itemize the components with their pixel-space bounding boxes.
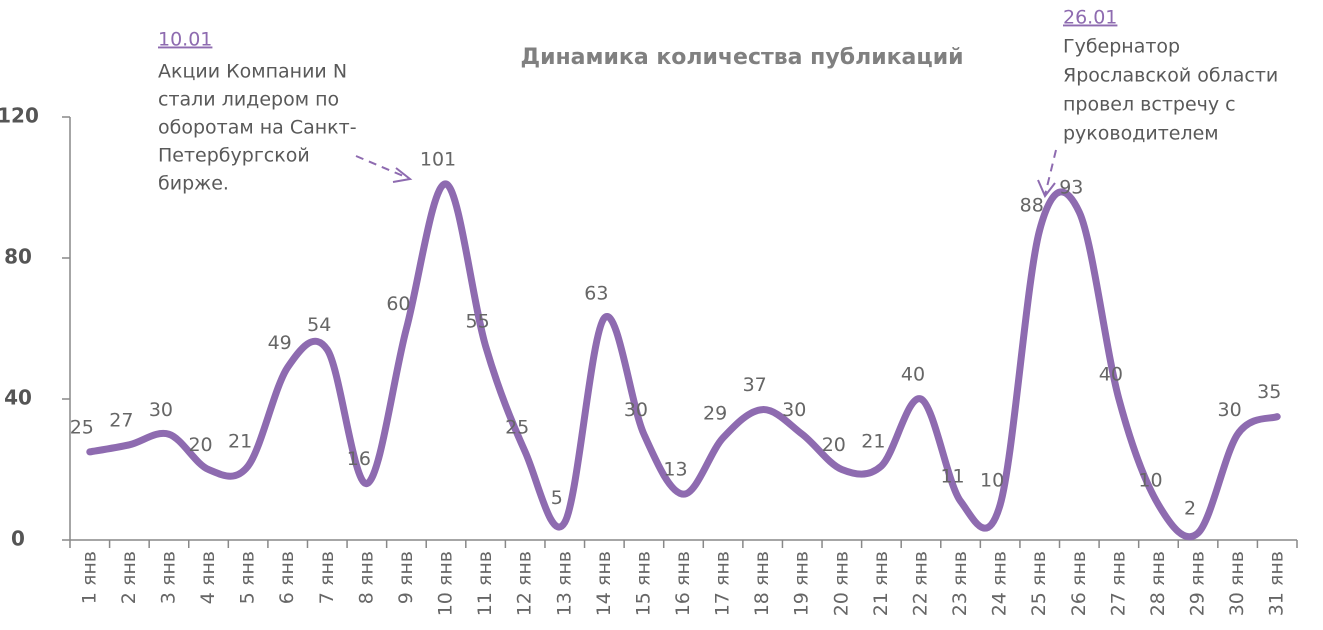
data-label: 60 [386, 293, 410, 315]
x-tick-label: 2 янв [118, 551, 140, 604]
data-label: 40 [901, 364, 925, 386]
data-label: 30 [1218, 399, 1242, 421]
x-tick-label: 25 янв [1028, 551, 1050, 616]
annotation-text: Петербургской [158, 145, 310, 167]
data-label: 63 [584, 282, 608, 304]
x-tick-label: 21 янв [870, 551, 892, 616]
data-label: 35 [1257, 381, 1281, 403]
annotation-text: Ярославской области [1063, 65, 1278, 87]
data-label: 2 [1184, 497, 1196, 519]
x-tick-label: 4 янв [197, 551, 219, 604]
x-tick-label: 14 янв [593, 551, 615, 616]
annotation-text: оборотам на Санкт- [158, 117, 357, 139]
x-tick-label: 17 янв [712, 551, 734, 616]
x-tick-label: 30 янв [1226, 551, 1248, 616]
x-tick-label: 23 янв [949, 551, 971, 616]
line [86, 180, 1281, 541]
data-label: 54 [307, 314, 331, 336]
x-tick-label: 27 янв [1107, 551, 1129, 616]
annotation-text: провел встречу с [1063, 94, 1236, 116]
x-tick-label: 9 янв [395, 551, 417, 604]
x-tick-label: 18 янв [751, 551, 773, 616]
data-label: 37 [743, 374, 767, 396]
data-label: 21 [228, 430, 252, 452]
y-tick-label: 0 [11, 527, 25, 551]
x-tick-label: 8 янв [355, 551, 377, 604]
x-tick-label: 22 янв [909, 551, 931, 616]
data-label: 20 [822, 434, 846, 456]
data-label: 16 [347, 448, 371, 470]
annotation-date: 10.01 [158, 29, 212, 51]
x-tick-label: 24 янв [989, 551, 1011, 616]
data-label: 30 [782, 399, 806, 421]
data-label: 13 [663, 459, 687, 481]
annotation-text: руководителем [1063, 123, 1219, 145]
data-label: 20 [188, 434, 212, 456]
y-tick-label: 120 [0, 104, 39, 128]
x-tick-label: 19 янв [791, 551, 813, 616]
data-label: 49 [268, 332, 292, 354]
data-label: 11 [940, 466, 964, 488]
y-tick-label: 80 [4, 245, 32, 269]
data-label: 27 [109, 409, 133, 431]
data-label: 5 [551, 487, 563, 509]
data-label: 93 [1059, 177, 1083, 199]
data-label: 101 [420, 148, 456, 170]
data-label: 30 [149, 399, 173, 421]
data-label: 30 [624, 399, 648, 421]
data-label: 88 [1020, 194, 1044, 216]
x-tick-label: 10 янв [435, 551, 457, 616]
data-label: 55 [466, 311, 490, 333]
x-tick-label: 5 янв [237, 551, 259, 604]
annotation-arrows [355, 149, 1057, 198]
annotation-text: стали лидером по [158, 89, 339, 111]
x-tick-label: 7 янв [316, 551, 338, 604]
x-tick-label: 15 янв [632, 551, 654, 616]
x-tick-label: 28 янв [1147, 551, 1169, 616]
x-tick-label: 13 янв [553, 551, 575, 616]
x-tick-label: 29 янв [1187, 551, 1209, 616]
x-tick-label: 1 янв [78, 551, 100, 604]
annotation-text: Акции Компании N [158, 61, 347, 83]
data-label: 10 [980, 469, 1004, 491]
annotation-date: 26.01 [1063, 7, 1117, 29]
data-label: 25 [70, 416, 94, 438]
chart-title: Динамика количества публикаций [520, 45, 963, 70]
annotation-text: Губернатор [1063, 36, 1180, 58]
data-label: 10 [1138, 469, 1162, 491]
annotation-text: бирже. [158, 173, 229, 195]
x-tick-label: 12 янв [514, 551, 536, 616]
x-tick-label: 6 янв [276, 551, 298, 604]
x-tick-label: 31 янв [1266, 551, 1288, 616]
y-tick-label: 40 [4, 386, 32, 410]
data-label: 40 [1099, 364, 1123, 386]
data-label: 25 [505, 416, 529, 438]
x-tick-label: 16 янв [672, 551, 694, 616]
x-tick-label: 20 янв [830, 551, 852, 616]
data-label: 29 [703, 402, 727, 424]
data-label: 21 [861, 430, 885, 452]
x-tick-label: 26 янв [1068, 551, 1090, 616]
x-tick-label: 11 янв [474, 551, 496, 616]
x-tick-label: 3 янв [157, 551, 179, 604]
